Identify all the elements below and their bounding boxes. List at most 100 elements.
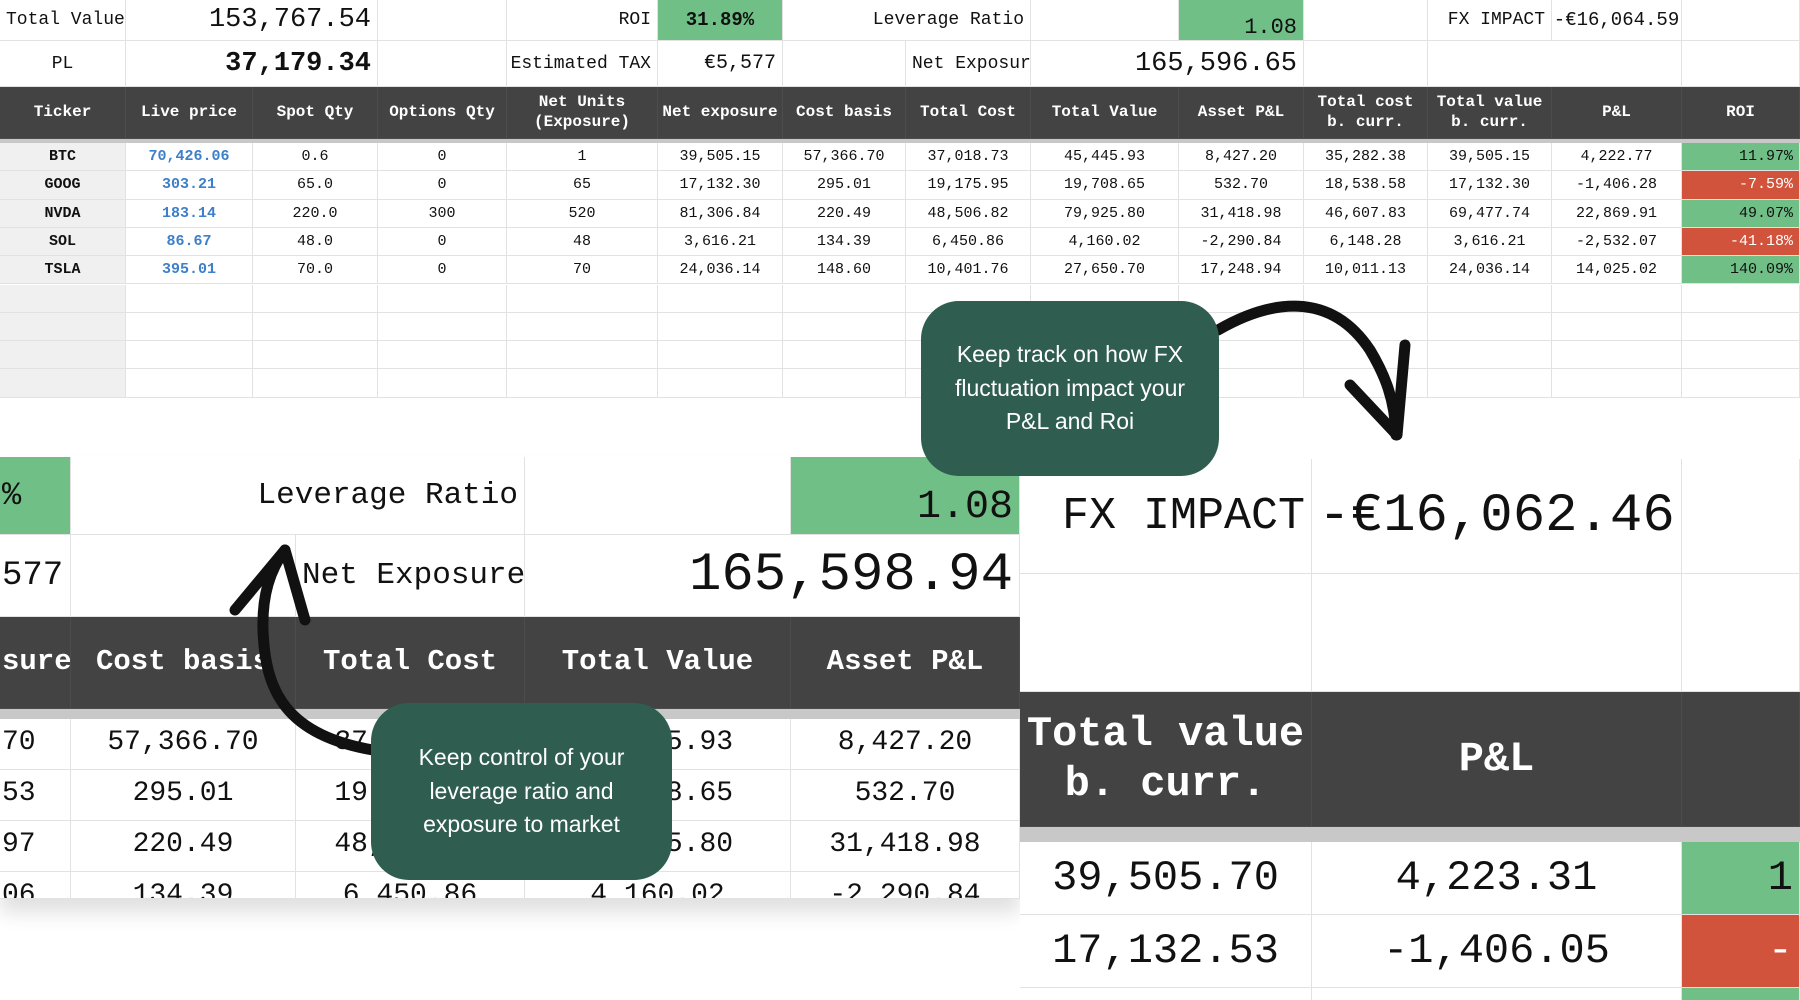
empty-cell[interactable]: [253, 369, 378, 398]
empty-cell[interactable]: [1304, 341, 1428, 370]
table-cell[interactable]: 295.01: [783, 171, 906, 200]
empty-cell[interactable]: [1682, 369, 1800, 398]
column-header[interactable]: Ticker: [0, 87, 126, 139]
empty-cell[interactable]: [1428, 369, 1552, 398]
column-header[interactable]: Net Units (Exposure): [507, 87, 658, 139]
column-header[interactable]: Asset P&L: [1179, 87, 1304, 139]
empty-cell[interactable]: [378, 369, 507, 398]
ticker-cell[interactable]: BTC: [0, 143, 126, 172]
table-cell[interactable]: 22,869.91: [1552, 199, 1682, 228]
empty-cell[interactable]: [783, 312, 906, 342]
column-header[interactable]: sure: [0, 617, 71, 709]
empty-cell[interactable]: [783, 369, 906, 398]
table-cell[interactable]: 39,505.15: [1428, 143, 1552, 172]
table-cell[interactable]: 70: [507, 256, 658, 285]
table-cell[interactable]: 220.49: [71, 821, 296, 872]
table-cell[interactable]: 19,708.65: [1031, 171, 1179, 200]
empty-cell[interactable]: [1179, 341, 1304, 370]
table-cell[interactable]: 520: [507, 199, 658, 228]
empty-cell[interactable]: [1682, 41, 1800, 87]
table-cell[interactable]: 4,160.02: [525, 872, 791, 899]
empty-cell[interactable]: [378, 0, 507, 41]
empty-cell[interactable]: [253, 341, 378, 370]
table-cell[interactable]: 48: [507, 227, 658, 257]
empty-cell[interactable]: [658, 341, 783, 370]
empty-cell[interactable]: [1312, 988, 1682, 1000]
table-cell[interactable]: 65.0: [253, 171, 378, 200]
table-cell[interactable]: 6,450.86: [296, 872, 525, 899]
table-cell[interactable]: 1: [507, 143, 658, 172]
table-cell[interactable]: 220.49: [783, 199, 906, 228]
table-cell[interactable]: 17,132.30: [658, 171, 783, 200]
table-cell[interactable]: 46,607.83: [1304, 199, 1428, 228]
empty-cell[interactable]: [507, 341, 658, 370]
table-cell[interactable]: 17,132.30: [1428, 171, 1552, 200]
empty-cell[interactable]: [1304, 41, 1428, 87]
column-header[interactable]: Cost basis: [783, 87, 906, 139]
table-cell[interactable]: 81,306.84: [658, 199, 783, 228]
empty-cell[interactable]: [658, 369, 783, 398]
table-cell[interactable]: 24,036.14: [1428, 256, 1552, 285]
column-header[interactable]: P&L: [1552, 87, 1682, 139]
table-cell[interactable]: 69,477.74: [1428, 199, 1552, 228]
table-cell[interactable]: 300: [378, 199, 507, 228]
ticker-cell[interactable]: SOL: [0, 227, 126, 257]
empty-cell[interactable]: [1682, 284, 1800, 313]
empty-cell[interactable]: [1682, 341, 1800, 370]
empty-cell[interactable]: [525, 457, 791, 535]
empty-cell[interactable]: [1428, 312, 1552, 342]
empty-cell[interactable]: [1682, 0, 1800, 41]
table-cell[interactable]: 0.6: [253, 143, 378, 172]
empty-cell[interactable]: [0, 284, 126, 313]
column-header[interactable]: Total cost b. curr.: [1304, 87, 1428, 139]
table-cell[interactable]: 45,445.93: [1031, 143, 1179, 172]
empty-cell[interactable]: [507, 312, 658, 342]
ticker-cell[interactable]: TSLA: [0, 256, 126, 285]
ticker-cell[interactable]: GOOG: [0, 171, 126, 200]
table-cell[interactable]: 39,505.70: [1020, 842, 1312, 915]
table-cell[interactable]: 17,248.94: [1179, 256, 1304, 285]
table-cell[interactable]: 4,160.02: [1031, 227, 1179, 257]
empty-cell[interactable]: [1682, 312, 1800, 342]
table-cell[interactable]: 31,418.98: [1179, 199, 1304, 228]
empty-cell[interactable]: [1020, 988, 1312, 1000]
empty-cell[interactable]: [1304, 0, 1428, 41]
column-header[interactable]: Total Cost: [296, 617, 525, 709]
live-price-link[interactable]: 86.67: [126, 227, 253, 257]
empty-cell[interactable]: [1428, 41, 1682, 87]
table-cell[interactable]: 24,036.14: [658, 256, 783, 285]
table-cell[interactable]: 148.60: [783, 256, 906, 285]
empty-cell[interactable]: [1552, 341, 1682, 370]
empty-cell[interactable]: [1552, 369, 1682, 398]
empty-cell[interactable]: [1031, 0, 1179, 41]
table-cell[interactable]: 0: [378, 171, 507, 200]
empty-cell[interactable]: [507, 369, 658, 398]
empty-cell[interactable]: [0, 369, 126, 398]
table-cell[interactable]: 39,505.15: [658, 143, 783, 172]
table-cell[interactable]: -2,290.84: [791, 872, 1020, 899]
table-cell[interactable]: 70: [0, 719, 71, 770]
table-cell[interactable]: 06: [0, 872, 71, 899]
table-cell[interactable]: 27,650.70: [1031, 256, 1179, 285]
column-header[interactable]: Total value b. curr.: [1428, 87, 1552, 139]
live-price-link[interactable]: 70,426.06: [126, 143, 253, 172]
table-cell[interactable]: 65: [507, 171, 658, 200]
table-cell[interactable]: 3,616.21: [1428, 227, 1552, 257]
table-cell[interactable]: -2,290.84: [1179, 227, 1304, 257]
table-cell[interactable]: 532.70: [1179, 171, 1304, 200]
empty-cell[interactable]: [1304, 284, 1428, 313]
column-header[interactable]: [1682, 692, 1800, 827]
column-header[interactable]: Spot Qty: [253, 87, 378, 139]
table-cell[interactable]: 70.0: [253, 256, 378, 285]
table-cell[interactable]: -2,532.07: [1552, 227, 1682, 257]
column-header[interactable]: Net exposure: [658, 87, 783, 139]
table-cell[interactable]: 48,506.82: [906, 199, 1031, 228]
column-header[interactable]: Total Cost: [906, 87, 1031, 139]
empty-cell[interactable]: [783, 41, 906, 87]
table-cell[interactable]: 57,366.70: [783, 143, 906, 172]
table-cell[interactable]: 4,222.77: [1552, 143, 1682, 172]
table-cell[interactable]: 134.39: [783, 227, 906, 257]
empty-cell[interactable]: [1682, 988, 1800, 1000]
table-cell[interactable]: 6,450.86: [906, 227, 1031, 257]
table-cell[interactable]: -1,406.05: [1312, 915, 1682, 988]
